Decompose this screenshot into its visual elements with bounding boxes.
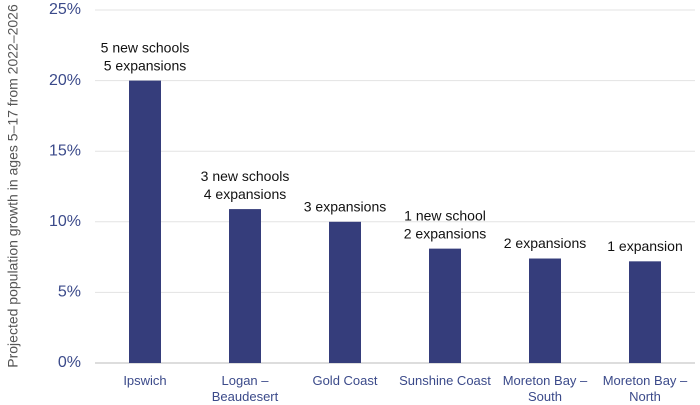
x-tick-label: Ipswich: [123, 373, 167, 388]
bar: [429, 248, 461, 363]
annotation: 2 expansions: [404, 225, 487, 241]
x-tick-label: Moreton Bay – South: [502, 373, 588, 404]
y-tick-label: 5%: [58, 284, 81, 301]
x-tick-label: Logan – Beaudesert: [211, 373, 279, 404]
bar: [629, 261, 661, 363]
annotation: 5 expansions: [104, 57, 187, 73]
annotation: 5 new schools: [101, 39, 190, 55]
y-axis-label: Projected population growth in ages 5–17…: [5, 4, 21, 368]
y-tick-label: 25%: [49, 1, 81, 18]
y-tick-label: 0%: [58, 354, 81, 371]
bar: [229, 209, 261, 363]
annotation: 1 expansion: [607, 238, 683, 254]
bar: [129, 80, 161, 363]
x-tick-label: Sunshine Coast: [399, 373, 491, 388]
y-tick-label: 15%: [49, 142, 81, 159]
y-tick-label: 20%: [49, 72, 81, 89]
y-tick-label: 10%: [49, 213, 81, 230]
x-tick-label: Gold Coast: [312, 373, 378, 388]
annotation: 3 new schools: [201, 168, 290, 184]
annotation: 3 expansions: [304, 199, 387, 215]
annotation: 2 expansions: [504, 235, 587, 251]
annotation: 1 new school: [404, 207, 486, 223]
x-tick-label: Moreton Bay – North: [602, 373, 688, 404]
bar: [529, 258, 561, 363]
bar: [329, 221, 361, 363]
annotation: 4 expansions: [204, 186, 287, 202]
